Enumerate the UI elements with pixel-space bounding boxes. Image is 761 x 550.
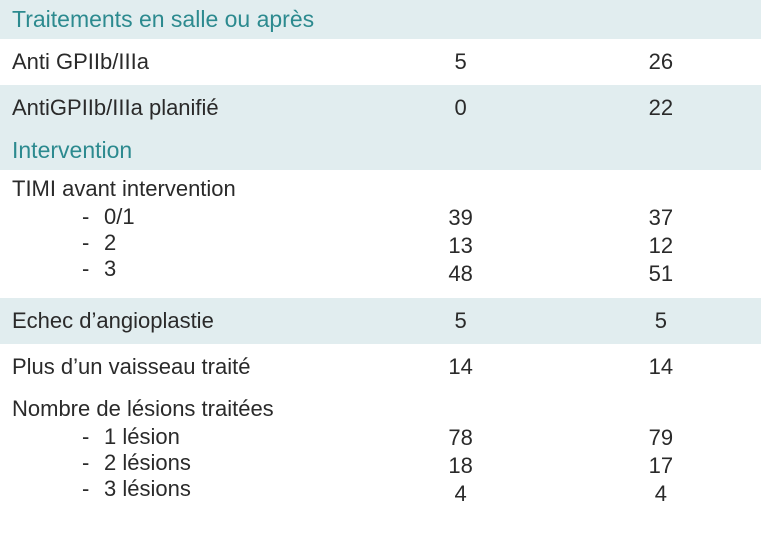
sub-item-label: 3 lésions (82, 476, 348, 502)
sub-item-label: 2 lésions (82, 450, 348, 476)
sub-item-label: 2 (82, 230, 348, 256)
sub-item-value: 78 (372, 424, 548, 452)
sub-item-value: 79 (573, 424, 749, 452)
row-label: Nombre de lésions traitées (12, 396, 348, 424)
sub-item-value: 48 (372, 260, 548, 288)
row-value-group-2: 37 12 51 (561, 170, 761, 298)
row-value-group-1: 39 13 48 (360, 170, 560, 298)
table-row: Plus d’un vaisseau traité 14 14 (0, 344, 761, 390)
sub-item-value: 4 (372, 480, 548, 508)
section-header-intervention: Intervention (0, 131, 761, 170)
row-value-2: 5 (561, 298, 761, 344)
sub-item-value: 12 (573, 232, 749, 260)
row-value-group-1: 78 18 4 (360, 390, 560, 518)
row-value-2: 26 (561, 39, 761, 85)
row-label: Echec d’angioplastie (0, 298, 360, 344)
sub-item-value: 39 (372, 204, 548, 232)
sub-item-value: 18 (372, 452, 548, 480)
table-row: Echec d’angioplastie 5 5 (0, 298, 761, 344)
table-row-multi: TIMI avant intervention 0/1 2 3 39 13 48… (0, 170, 761, 298)
sub-item-value: 51 (573, 260, 749, 288)
sub-item-value: 13 (372, 232, 548, 260)
row-label: AntiGPIIb/IIIa planifié (0, 85, 360, 131)
sub-item-label: 3 (82, 256, 348, 282)
section-header-treatments: Traitements en salle ou après (0, 0, 761, 39)
row-value-1: 5 (360, 298, 560, 344)
sub-item-value: 4 (573, 480, 749, 508)
table-row: Anti GPIIb/IIIa 5 26 (0, 39, 761, 85)
row-value-2: 14 (561, 344, 761, 390)
data-table: Traitements en salle ou après Anti GPIIb… (0, 0, 761, 518)
sub-item-value: 17 (573, 452, 749, 480)
row-value-1: 0 (360, 85, 560, 131)
sub-item-value: 37 (573, 204, 749, 232)
row-label: Anti GPIIb/IIIa (0, 39, 360, 85)
row-label-group: TIMI avant intervention 0/1 2 3 (0, 170, 360, 298)
sub-list: 0/1 2 3 (12, 204, 348, 282)
section-title: Traitements en salle ou après (0, 0, 761, 39)
sub-list: 1 lésion 2 lésions 3 lésions (12, 424, 348, 502)
row-value-1: 5 (360, 39, 560, 85)
row-value-1: 14 (360, 344, 560, 390)
row-value-2: 22 (561, 85, 761, 131)
row-label: Plus d’un vaisseau traité (0, 344, 360, 390)
table-row-multi: Nombre de lésions traitées 1 lésion 2 lé… (0, 390, 761, 518)
row-value-group-2: 79 17 4 (561, 390, 761, 518)
table-row: AntiGPIIb/IIIa planifié 0 22 (0, 85, 761, 131)
row-label: TIMI avant intervention (12, 176, 348, 204)
sub-item-label: 1 lésion (82, 424, 348, 450)
section-title: Intervention (0, 131, 761, 170)
row-label-group: Nombre de lésions traitées 1 lésion 2 lé… (0, 390, 360, 518)
sub-item-label: 0/1 (82, 204, 348, 230)
